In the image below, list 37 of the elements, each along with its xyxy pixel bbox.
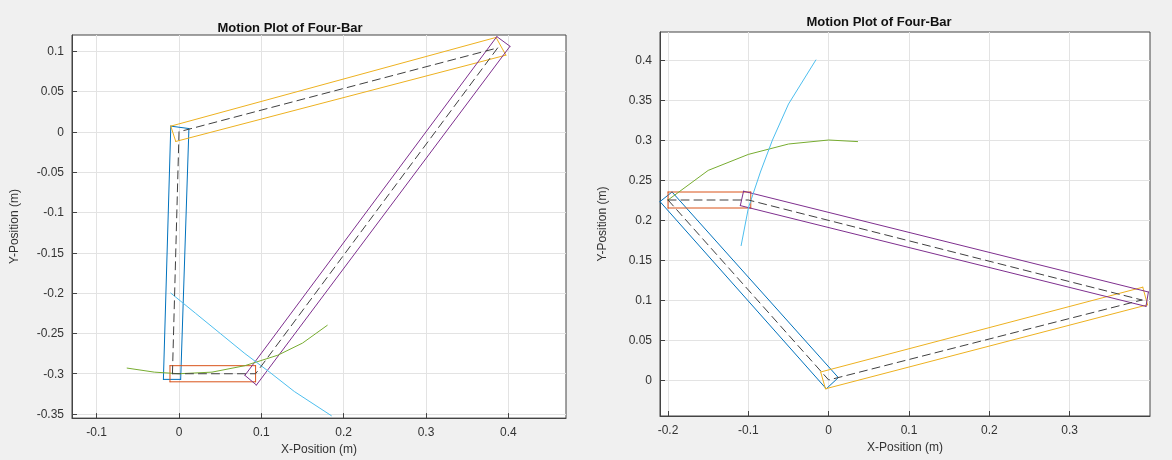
chart-title: Motion Plot of Four-Bar — [217, 20, 363, 35]
x-tick-label: 0.4 — [500, 425, 518, 440]
y-tick-label: 0.15 — [628, 253, 653, 267]
x-tick-label: -0.2 — [657, 423, 679, 437]
chart-title: Motion Plot of Four-Bar — [806, 14, 952, 29]
x-tick-label: 0.1 — [900, 423, 918, 437]
y-axis-title: Y-Position (m) — [595, 186, 609, 262]
x-tick-label: 0.3 — [1061, 423, 1079, 437]
y-tick-label: -0.2 — [43, 286, 65, 301]
y-tick-label: -0.25 — [36, 326, 65, 341]
x-axis-title: X-Position (m) — [866, 439, 944, 454]
x-tick-label: 0.2 — [335, 425, 353, 440]
y-tick-label: 0 — [57, 124, 65, 139]
y-tick-label: 0.25 — [628, 173, 653, 187]
x-axis-title: X-Position (m) — [280, 442, 358, 456]
x-tick-label: 0.2 — [981, 423, 999, 437]
y-tick-label: 0.4 — [635, 53, 653, 67]
x-tick-label: 0 — [175, 425, 183, 440]
y-tick-label: 0.3 — [635, 133, 653, 147]
y-tick-label: 0.1 — [635, 293, 653, 307]
y-tick-label: -0.1 — [43, 205, 65, 220]
y-tick-label: -0.3 — [43, 366, 65, 381]
y-tick-label: 0 — [645, 373, 653, 387]
y-tick-label: 0.2 — [635, 213, 653, 227]
y-tick-label: 0.05 — [40, 84, 65, 99]
x-tick-label: -0.1 — [738, 423, 760, 437]
y-tick-label: -0.05 — [36, 165, 65, 180]
y-tick-label: -0.15 — [36, 245, 65, 260]
y-axis-title: Y-Position (m) — [7, 189, 21, 265]
y-tick-label: 0.35 — [628, 93, 653, 107]
x-tick-label: -0.1 — [86, 425, 108, 440]
y-tick-label: 0.1 — [47, 44, 65, 59]
y-tick-label: -0.35 — [36, 407, 65, 422]
x-tick-label: 0.3 — [417, 425, 435, 440]
x-tick-label: 0.1 — [253, 425, 271, 440]
y-tick-label: 0.05 — [628, 333, 653, 347]
x-tick-label: 0 — [825, 423, 833, 437]
